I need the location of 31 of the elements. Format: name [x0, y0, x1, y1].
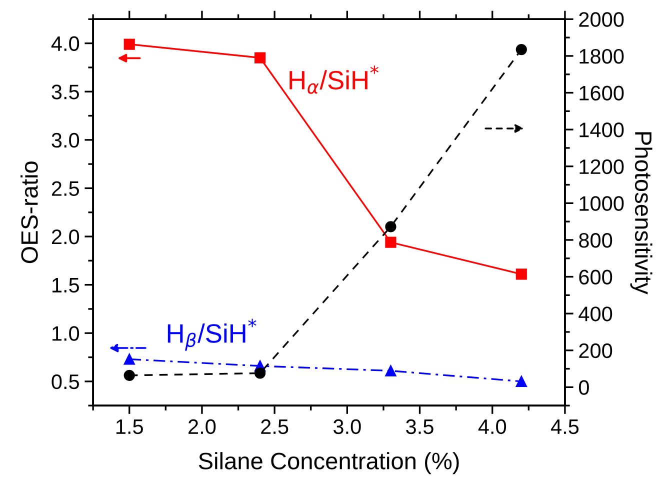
- x-tick-label: 4.5: [550, 420, 579, 434]
- y2-tick-label: 1200: [580, 159, 624, 174]
- y2-tick-label: 1400: [580, 122, 624, 138]
- y2-tick-label: 1800: [580, 48, 624, 64]
- y2-tick-label: 1000: [580, 196, 624, 211]
- y2-tick-label: 1600: [580, 86, 624, 101]
- x-tick-label: 2.5: [261, 419, 288, 434]
- y-tick-label: 3.0: [52, 132, 80, 148]
- y-tick-label: 3.5: [52, 84, 79, 100]
- y2-tick-label: 0: [578, 380, 589, 395]
- y-tick-label: 2.5: [52, 181, 79, 196]
- x-tick-label: 3.0: [333, 419, 361, 434]
- annotation: H$_{α}$/SiH$^{*}$: [290, 65, 378, 94]
- y2-tick-label: 800: [579, 232, 612, 248]
- y-tick-label: 0.5: [52, 374, 79, 390]
- x-axis-title: Silane Concentration (%): [198, 452, 459, 474]
- y2-tick-label: 400: [578, 306, 612, 322]
- x-tick-label: 2.0: [188, 419, 216, 434]
- annotation: H$_{β}$/SiH$^{*}$: [168, 318, 256, 351]
- x-tick-label: 1.5: [116, 420, 143, 434]
- x-tick-label: 3.5: [406, 419, 434, 434]
- y-tick-label: 1.5: [52, 278, 79, 293]
- y-axis-title: OES-ratio: [20, 162, 38, 264]
- y2-tick-label: 200: [579, 343, 612, 358]
- y2-tick-label: 2000: [579, 12, 624, 27]
- y2-tick-label: 600: [579, 270, 612, 285]
- y-tick-label: 1.0: [52, 326, 80, 341]
- y-tick-label: 2.0: [52, 230, 80, 244]
- y-tick-label: 4.0: [51, 36, 80, 52]
- x-tick-label: 4.0: [478, 419, 506, 434]
- y2-axis-title: Photosensitivity: [630, 132, 652, 294]
